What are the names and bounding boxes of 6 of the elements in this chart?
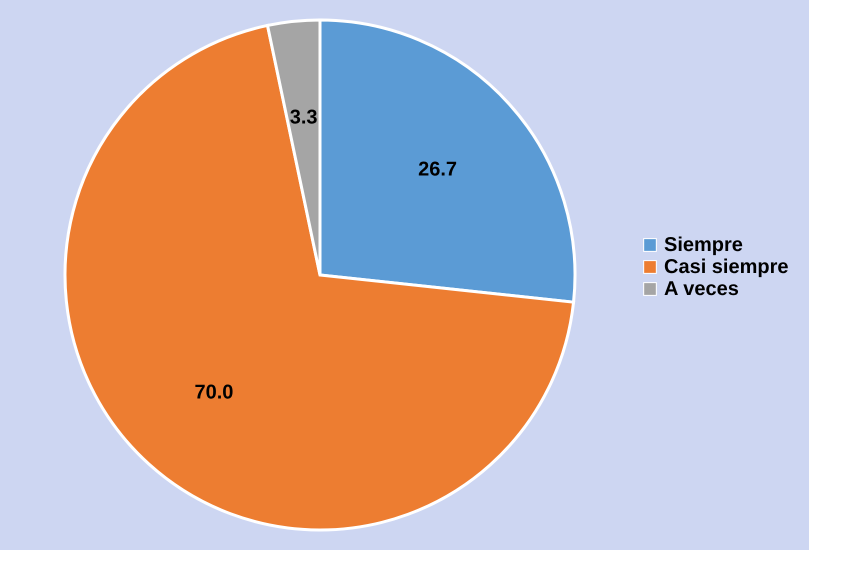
data-label: 70.0 [194,381,234,404]
data-label: 26.7 [418,158,458,180]
legend-label: Siempre [664,234,743,256]
legend-label: A veces [664,278,739,300]
data-label: 3.3 [290,106,318,129]
legend-label: Casi siempre [664,256,789,278]
